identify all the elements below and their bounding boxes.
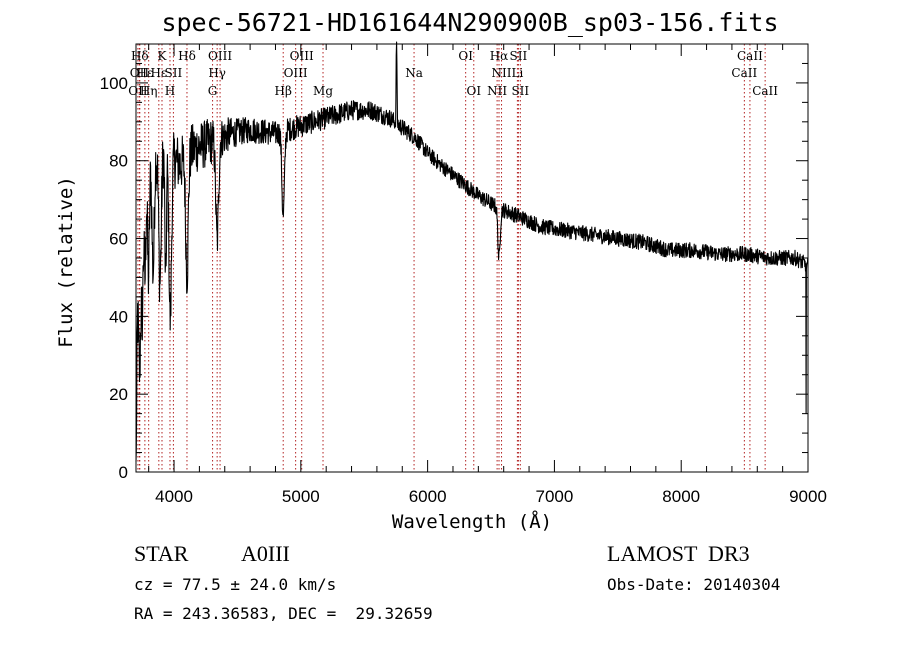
object-class: STAR [134,541,189,566]
x-tick-label-5: 9000 [789,487,827,506]
line-marker-label-21: SII [510,49,528,63]
x-tick-label-2: 6000 [409,487,447,506]
line-marker-label-24: NII [487,84,507,98]
line-marker-label-3: Hε [137,66,154,80]
y-tick-label-4: 80 [109,152,128,171]
line-marker-label-8: H [165,84,175,98]
y-tick-label-2: 40 [109,307,128,326]
line-marker-label-15: Hβ [275,84,292,98]
line-marker-label-23: Li [511,66,523,80]
line-marker-label-2: OII [128,84,148,98]
line-marker-label-4: Hη [140,84,158,98]
line-marker-label-7: SII [165,66,183,80]
y-tick-label-1: 20 [109,385,128,404]
x-tick-label-0: 4000 [155,487,193,506]
line-marker-label-5: K [158,49,168,63]
line-marker-label-13: OIII [290,49,314,63]
line-markers [137,44,766,472]
survey-name: LAMOST DR3 [607,541,750,566]
y-axis-ticks: 0 20 40 60 80 100 [100,62,808,482]
line-marker-label-19: OI [466,84,481,98]
line-marker-label-6: Hε [150,66,167,80]
line-marker-label-12: G [208,84,218,98]
y-tick-label-5: 100 [100,74,128,93]
line-marker-label-0: Hδ [131,49,149,63]
line-marker-label-25: SII [511,84,529,98]
line-marker-label-10: OIII [208,49,232,63]
line-marker-label-16: Mg [313,84,333,98]
x-tick-label-4: 8000 [662,487,700,506]
subclass: A0III [241,541,290,566]
x-tick-label-1: 5000 [282,487,320,506]
line-marker-label-9: Hδ [178,49,196,63]
y-tick-label-0: 0 [119,463,128,482]
line-marker-label-11: Hγ [208,66,226,80]
line-marker-label-17: Na [405,66,423,80]
redshift-readout: cz = 77.5 ± 24.0 km/s [134,575,336,594]
y-axis-label: Flux (relative) [55,176,77,348]
line-marker-label-18: OI [458,49,473,63]
line-marker-label-1: OII [130,66,150,80]
spectrum-line [135,41,809,462]
line-marker-label-14: OIII [284,66,308,80]
x-tick-label-3: 7000 [536,487,574,506]
line-marker-label-26: CaII [737,49,763,63]
line-marker-label-28: CaII [752,84,778,98]
line-marker-label-20: Hα [490,49,509,63]
plot-frame [135,43,809,473]
chart-title: spec-56721-HD161644N290900B_sp03-156.fit… [161,8,778,37]
coordinates: RA = 243.36583, DEC = 29.32659 [134,604,433,623]
line-marker-label-22: NII [492,66,512,80]
x-axis-ticks: 4000 5000 6000 7000 8000 9000 [148,44,827,506]
x-axis-label: Wavelength (Å) [392,510,552,533]
line-marker-label-27: CaII [731,66,757,80]
obs-date: Obs-Date: 20140304 [607,575,780,594]
y-tick-label-3: 60 [109,230,128,249]
